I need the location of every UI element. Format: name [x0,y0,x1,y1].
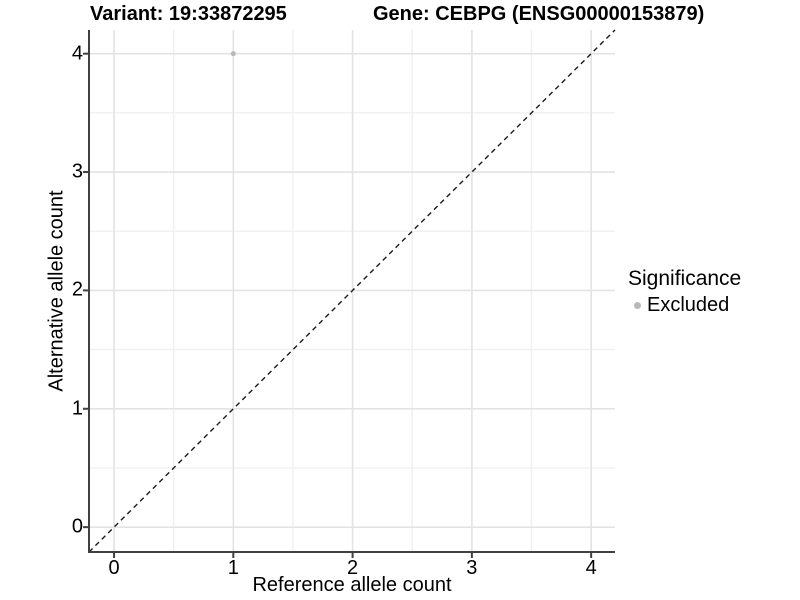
x-tick-label: 3 [466,557,478,579]
legend: Significance Excluded [628,267,741,317]
y-axis-label: Alternative allele count [45,190,68,392]
plot-title-variant: Variant: 19:33872295 [90,3,287,25]
legend-entry-label: Excluded [647,294,730,316]
x-tick-label: 0 [108,557,120,579]
legend-title: Significance [628,267,742,290]
y-tick-label: 2 [71,278,83,301]
identity-line [88,29,616,553]
y-tick-label: 0 [71,515,83,538]
data-point [230,51,236,57]
y-tick-label: 1 [71,397,83,420]
plot-title-gene: Gene: CEBPG (ENSG00000153879) [373,3,705,25]
x-tick-label: 1 [227,557,239,579]
legend-entry: Excluded [628,294,741,317]
x-tick-label: 2 [347,557,359,579]
x-axis-label: Reference allele count [252,574,452,596]
x-tick-label: 4 [585,557,597,579]
y-tick-label: 3 [71,160,83,183]
y-tick-label: 4 [71,42,83,65]
legend-point-icon [634,302,641,309]
